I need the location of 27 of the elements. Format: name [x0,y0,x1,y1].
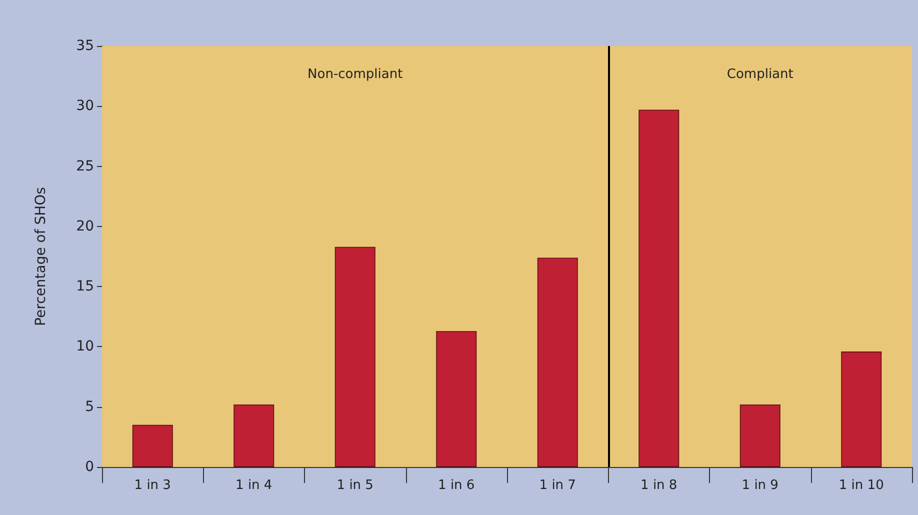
bar [234,404,274,467]
bar [537,258,578,467]
y-tick-label: 30 [76,98,94,114]
y-axis-title: Percentage of SHOs [33,187,49,326]
y-tick-label: 10 [76,338,94,355]
y-tick-label: 15 [76,278,94,295]
x-tick-label: 1 in 4 [236,478,272,493]
y-tick-label: 20 [76,218,94,234]
bar [638,110,680,467]
bar [740,404,780,467]
bar [436,331,477,467]
band-label: Compliant [726,67,794,82]
x-tick-label: 1 in 10 [838,478,884,493]
x-tick-label: 1 in 7 [539,478,576,493]
band-label: Non-compliant [308,67,403,82]
bar [132,424,173,467]
y-tick-label: 0 [85,459,94,475]
x-tick-label: 1 in 9 [742,478,778,493]
y-tick-label: 25 [76,158,94,174]
y-tick-label: 35 [76,38,94,54]
bar [334,246,376,467]
x-tick-label: 1 in 3 [134,478,171,493]
y-tick-label: 5 [85,398,94,415]
x-tick-label: 1 in 5 [336,478,374,493]
x-tick-label: 1 in 8 [640,478,678,493]
x-tick-label: 1 in 6 [438,478,475,493]
bar [841,352,882,467]
